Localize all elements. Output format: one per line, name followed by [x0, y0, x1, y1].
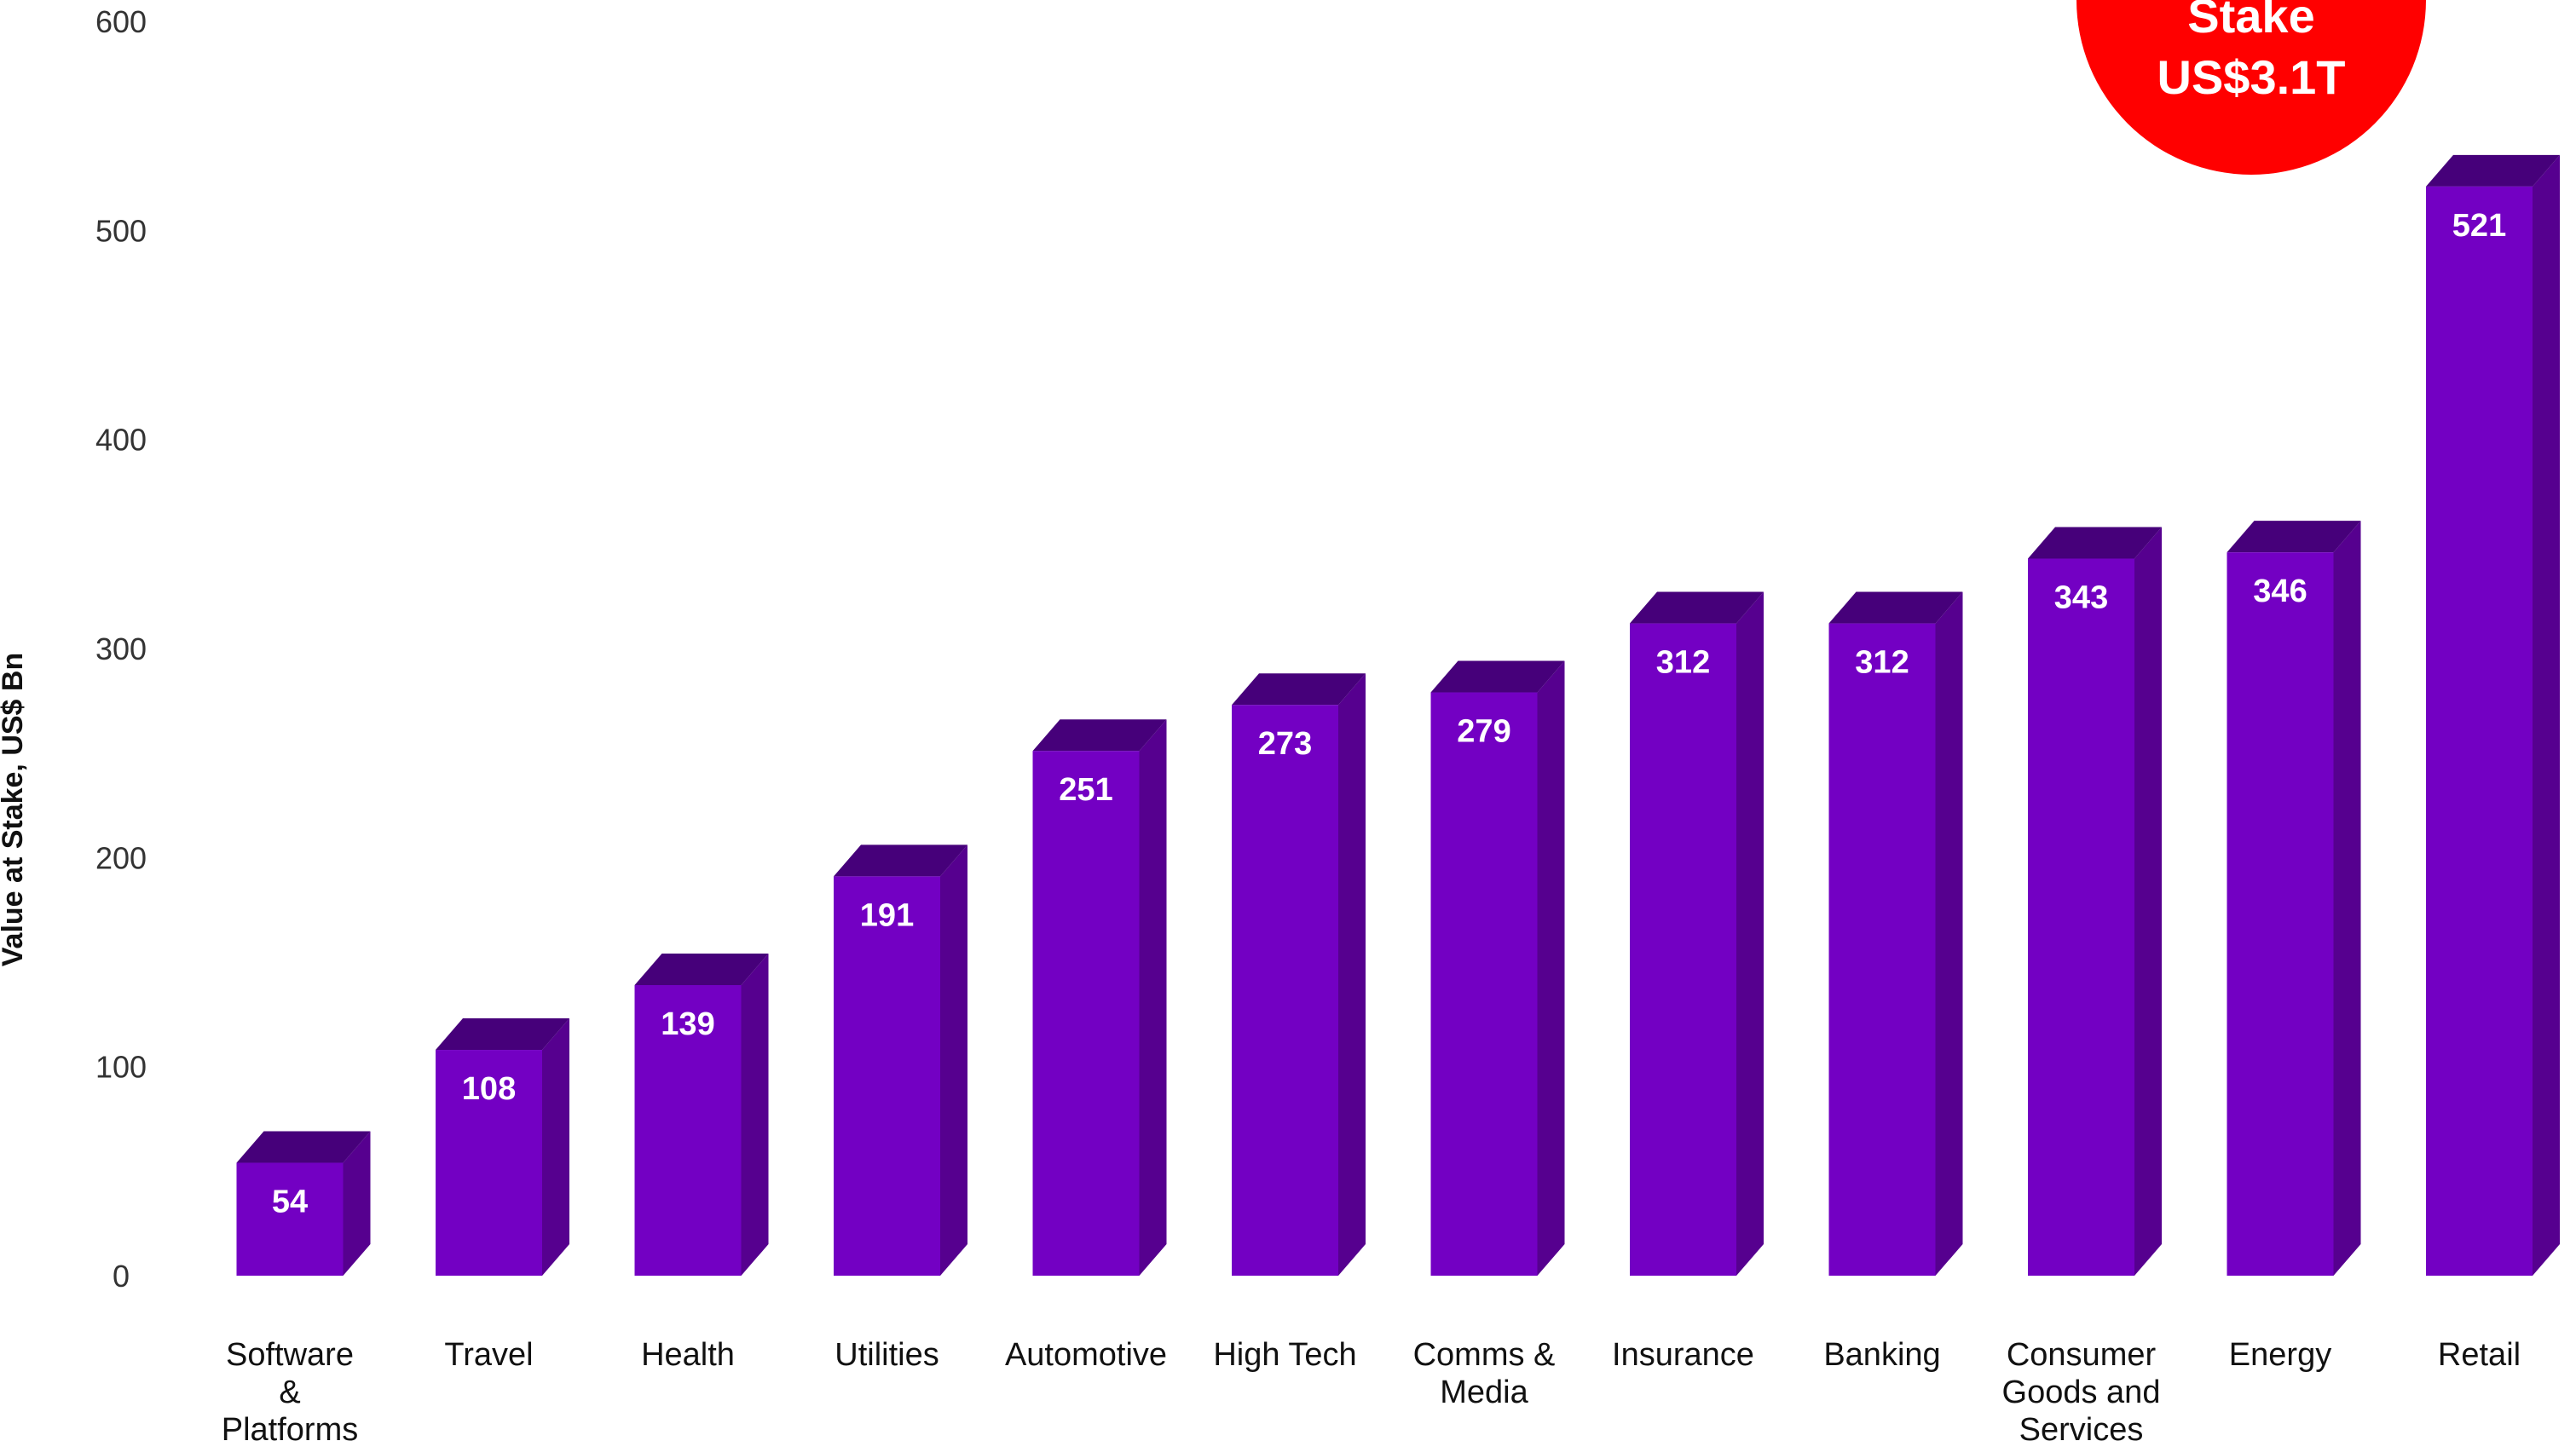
bars: 54 108 139 191 251 273 279 312 312 343 346 521	[236, 154, 2560, 1276]
bar-side	[1935, 591, 1963, 1276]
bar-top	[2426, 154, 2560, 187]
bar	[236, 1131, 371, 1276]
y-axis-label: Value at Stake, US$ Bn	[0, 653, 29, 967]
category-label: Travel	[444, 1337, 533, 1373]
y-tick-label: 600	[95, 4, 147, 39]
bar-value-label: 273	[1258, 726, 1312, 762]
bar-value-label: 312	[1855, 645, 1909, 681]
bar	[2426, 154, 2560, 1276]
y-tick-label: 500	[95, 213, 147, 248]
bar-value-label: 343	[2054, 580, 2108, 616]
bar-front	[436, 1050, 542, 1276]
bar	[634, 953, 769, 1276]
bar-top	[1630, 591, 1764, 624]
bar-front	[834, 876, 940, 1276]
category-labels: Software & Platforms Travel Health Utilities A…	[222, 1337, 2521, 1441]
bar-side	[2333, 521, 2361, 1276]
bar-front	[2028, 558, 2134, 1276]
bar	[1828, 591, 1963, 1276]
bar-top	[436, 1018, 569, 1051]
total-badge: Stake US$3.1T	[2076, 0, 2426, 175]
bar	[834, 844, 967, 1276]
bar-front	[1430, 692, 1538, 1276]
bar-value-label: 108	[462, 1071, 516, 1107]
bar	[1032, 719, 1167, 1276]
bar-value-label: 279	[1457, 714, 1510, 750]
bar-top	[634, 953, 769, 985]
y-tick-label: 400	[95, 423, 147, 458]
bar-side	[2533, 154, 2560, 1276]
y-tick-label: 200	[95, 840, 147, 875]
category-label: Energy	[2229, 1337, 2331, 1373]
bar-top	[2028, 527, 2162, 559]
total-badge-line-2: US$3.1T	[2157, 50, 2346, 104]
bar-top	[1032, 719, 1167, 752]
bar-side	[1139, 719, 1167, 1276]
y-axis: 0 100 200 300 400 500 600	[95, 4, 147, 1294]
bar-side	[1736, 591, 1764, 1276]
category-label: Automotive	[1005, 1337, 1167, 1373]
bar-front	[1630, 623, 1736, 1276]
bar-front	[1032, 751, 1140, 1276]
bar	[2028, 527, 2162, 1276]
bar-side	[1338, 673, 1366, 1276]
bar-top	[1828, 591, 1963, 624]
bar-value-label: 54	[272, 1185, 308, 1220]
bar	[1232, 673, 1366, 1276]
bar-value-label: 139	[661, 1006, 714, 1042]
y-tick-label: 300	[95, 631, 147, 666]
bar-side	[741, 953, 769, 1276]
bar-value-label: 312	[1656, 645, 1710, 681]
bar-value-label: 346	[2253, 574, 2307, 609]
bar-top	[1430, 660, 1565, 693]
category-label: Banking	[1823, 1337, 1940, 1373]
bar-top	[236, 1131, 371, 1163]
bar-side	[940, 844, 967, 1276]
bar-top	[2227, 521, 2361, 553]
y-tick-label: 100	[95, 1050, 147, 1085]
bar	[2227, 521, 2361, 1276]
category-label: High Tech	[1213, 1337, 1356, 1373]
bar-side	[1537, 660, 1565, 1276]
category-label: Health	[641, 1337, 735, 1373]
bar-value-label: 251	[1059, 772, 1112, 808]
bar	[436, 1018, 569, 1276]
category-label: Insurance	[1612, 1337, 1754, 1373]
bar-side	[2134, 527, 2162, 1276]
bar-value-label: 191	[860, 897, 914, 933]
bar	[1630, 591, 1764, 1276]
category-label: Comms & Media	[1413, 1337, 1556, 1410]
bar-front	[2426, 186, 2533, 1276]
bar-front	[236, 1162, 344, 1276]
bar-value-label: 521	[2452, 208, 2506, 244]
bar-top	[1232, 673, 1366, 706]
bar	[1430, 660, 1565, 1276]
category-label: Software & Platforms	[222, 1337, 358, 1441]
bar-front	[1232, 705, 1338, 1276]
bar-top	[834, 844, 967, 877]
total-badge-circle	[2076, 0, 2426, 175]
category-label: Retail	[2438, 1337, 2521, 1373]
total-badge-line-1: Stake	[2187, 0, 2314, 43]
bar-front	[634, 984, 742, 1276]
bar-side	[542, 1018, 569, 1276]
bar-front	[1828, 623, 1936, 1276]
y-tick-label: 0	[113, 1259, 130, 1294]
bar-side	[343, 1131, 371, 1276]
category-label: Consumer Goods and Services	[2002, 1337, 2161, 1441]
category-label: Utilities	[835, 1337, 939, 1373]
bar-front	[2227, 552, 2334, 1276]
